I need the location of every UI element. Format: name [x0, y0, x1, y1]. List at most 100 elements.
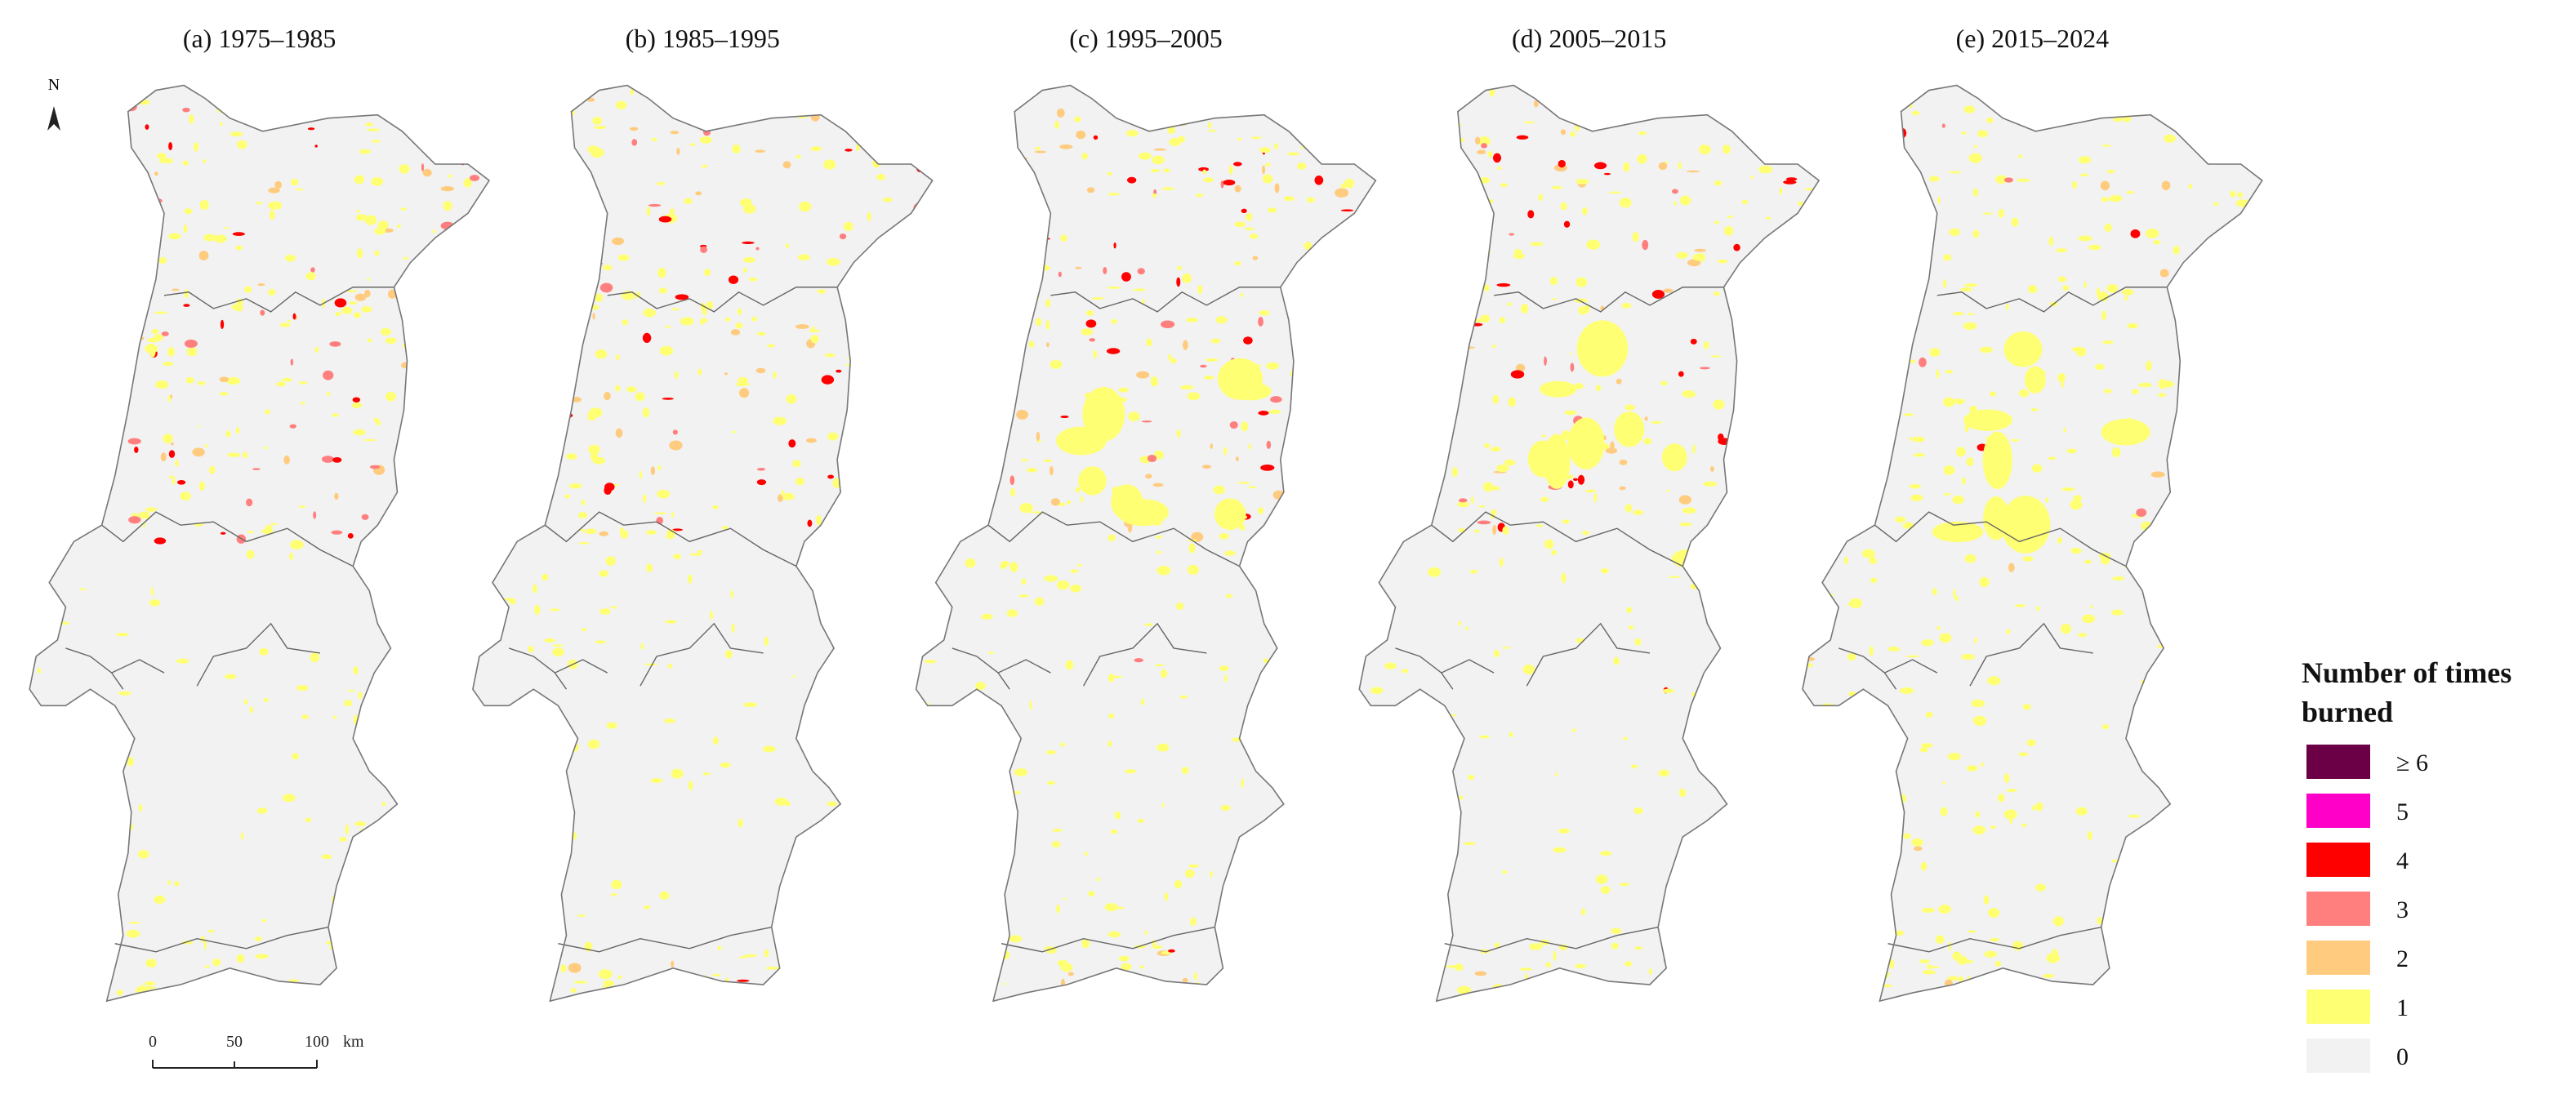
- burned-patch: [1953, 589, 1956, 599]
- burned-patch: [1803, 326, 1818, 331]
- burned-patch: [689, 143, 696, 146]
- burned-patch: [1847, 652, 1856, 661]
- burned-patch: [1936, 369, 1940, 379]
- burned-patch: [2078, 235, 2092, 242]
- burned-patch: [1237, 137, 1242, 140]
- burned-patch: [144, 986, 156, 990]
- burned-patch: [1459, 795, 1464, 800]
- burned-patch: [1353, 360, 1359, 363]
- burned-patch: [1427, 567, 1442, 577]
- burned-patch: [595, 293, 604, 303]
- burned-patch: [355, 214, 368, 221]
- burned-patch: [975, 681, 986, 691]
- burned-patch: [1085, 309, 1094, 316]
- burned-patch: [735, 322, 743, 329]
- burned-patch: [243, 91, 253, 97]
- burned-patch: [129, 254, 136, 257]
- burned-patch: [924, 660, 937, 664]
- country-fill: [29, 85, 489, 1002]
- burned-patch: [1178, 96, 1181, 106]
- burned-patch: [1241, 883, 1249, 892]
- burned-patch: [908, 504, 916, 512]
- burned-patch: [2173, 245, 2180, 255]
- burned-patch: [282, 377, 292, 382]
- burned-patch: [2046, 953, 2060, 963]
- burned-patch: [203, 158, 207, 163]
- burned-patch: [1938, 905, 1951, 914]
- burned-patch: [699, 136, 712, 144]
- burned-patch: [2012, 941, 2024, 951]
- burned-patch: [1581, 207, 1588, 216]
- burned-patch: [1678, 371, 1684, 377]
- burned-patch: [1301, 545, 1307, 550]
- burned-patch: [1942, 397, 1955, 407]
- burned-patch: [1581, 908, 1586, 916]
- burned-patch: [1671, 549, 1709, 569]
- burned-patch: [2243, 336, 2248, 341]
- burned-patch: [163, 361, 174, 367]
- burned-patch: [2111, 447, 2121, 458]
- burned-patch: [1241, 421, 1249, 432]
- burned-patch: [865, 299, 875, 306]
- burned-patch: [403, 445, 412, 450]
- burned-patch: [1128, 411, 1140, 422]
- burned-patch: [434, 121, 446, 127]
- burned-patch: [1651, 289, 1665, 299]
- burned-patch: [1584, 985, 1597, 989]
- burned-patch: [1161, 320, 1175, 329]
- burned-patch: [1457, 985, 1472, 994]
- burned-patch: [1516, 135, 1529, 140]
- burned-patch: [1826, 558, 1834, 565]
- burned-patch: [2077, 809, 2088, 815]
- burned-patch: [261, 528, 274, 534]
- burned-patch: [1483, 443, 1491, 448]
- burned-patch: [1174, 879, 1183, 889]
- burned-patch: [1157, 743, 1170, 752]
- burned-patch: [116, 990, 123, 996]
- burned-patch: [2088, 244, 2101, 251]
- burned-patch: [1251, 945, 1265, 953]
- burned-patch: [364, 215, 377, 225]
- burned-patch: [880, 405, 892, 413]
- burned-patch: [334, 298, 347, 308]
- burned-patch: [764, 636, 769, 647]
- burned-patch: [448, 174, 452, 179]
- burned-patch: [2127, 322, 2139, 329]
- burned-patch: [1163, 168, 1170, 173]
- burned-patch: [469, 407, 478, 417]
- burned-patch: [1055, 426, 1107, 456]
- burned-patch: [263, 447, 268, 450]
- burned-patch: [463, 178, 472, 188]
- burned-patch: [1256, 766, 1266, 772]
- burned-patch: [1853, 894, 1865, 901]
- burned-patch: [552, 644, 564, 647]
- burned-patch: [2101, 310, 2106, 321]
- burned-patch: [1989, 391, 1997, 397]
- legend-swatch: [2306, 843, 2370, 877]
- burned-patch: [788, 948, 796, 954]
- burned-patch: [2070, 500, 2083, 510]
- burned-patch: [1223, 180, 1236, 186]
- burned-patch: [214, 234, 227, 243]
- burned-patch: [2161, 180, 2171, 191]
- burned-patch: [1329, 264, 1340, 269]
- burned-patch: [1240, 293, 1244, 297]
- burned-patch: [452, 394, 458, 403]
- burned-patch: [1220, 804, 1231, 812]
- burned-patch: [443, 461, 449, 469]
- burned-patch: [806, 547, 810, 552]
- burned-patch: [1021, 578, 1027, 585]
- burned-patch: [1643, 438, 1652, 445]
- burned-patch: [849, 309, 862, 320]
- burned-patch: [1266, 440, 1272, 449]
- burned-patch: [1065, 660, 1074, 670]
- burned-patch: [1481, 143, 1487, 149]
- burned-patch: [1954, 398, 1965, 404]
- burned-patch: [702, 127, 711, 136]
- burned-patch: [138, 803, 143, 812]
- burned-patch: [1269, 943, 1283, 949]
- burned-patch: [1703, 340, 1709, 349]
- burned-patch: [1287, 152, 1300, 156]
- burned-patch: [446, 322, 452, 325]
- burned-patch: [2254, 364, 2258, 367]
